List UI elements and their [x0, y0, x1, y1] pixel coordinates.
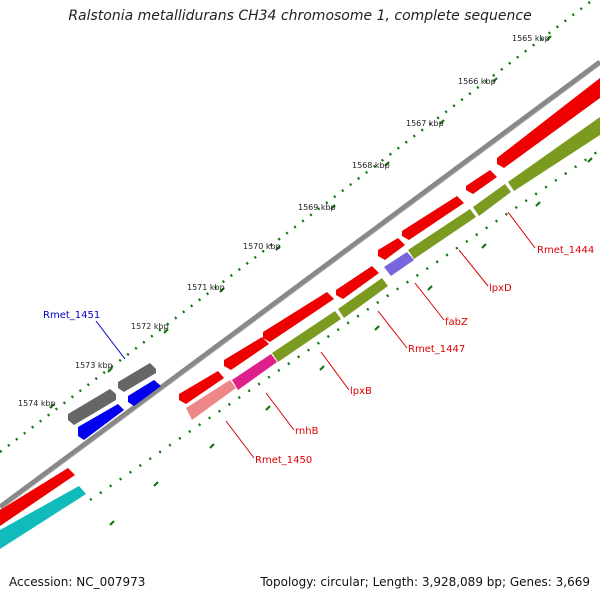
kbp-label: 1569 kbp: [298, 203, 336, 212]
callout-line-rmet1444: [507, 211, 536, 249]
ruler-tick: [546, 35, 552, 41]
callout-line-rmet1450: [225, 420, 255, 459]
cds-arrow[interactable]: [179, 371, 224, 404]
gene-label-lpxD[interactable]: lpxD: [489, 283, 512, 294]
kbp-label: 1566 kbp: [458, 77, 496, 86]
gene-callout-lines: [225, 211, 536, 459]
accession-text: Accession: NC_007973: [9, 575, 146, 589]
cds-olive-right[interactable]: [508, 117, 600, 191]
kbp-label: 1567 kbp: [406, 119, 444, 128]
gene-labels: Rmet_1444 lpxD fabZ Rmet_1447 lpxB rnhB …: [43, 245, 594, 466]
callout-line-lpxB: [320, 351, 350, 391]
gene-feature-gray[interactable]: [68, 389, 116, 425]
ruler-tick: [492, 77, 498, 83]
ruler-tick: [49, 403, 55, 409]
chromosome-backbone: [0, 59, 600, 510]
cds-arrow[interactable]: [466, 170, 497, 194]
cds-olive-rmet1447[interactable]: [338, 278, 388, 318]
kbp-ruler-ticks: [49, 35, 552, 409]
gene-label-rmet1444[interactable]: Rmet_1444: [537, 245, 594, 256]
cds-olive-lpxD[interactable]: [408, 209, 476, 259]
ruler-tick: [384, 161, 390, 167]
genome-stats-text: Topology: circular; Length: 3,928,089 bp…: [260, 575, 590, 589]
cds-purple-fabZ[interactable]: [384, 252, 414, 276]
cds-arrow[interactable]: [378, 238, 405, 260]
gene-label-rmet1450[interactable]: Rmet_1450: [255, 455, 312, 466]
kbp-label: 1573 kbp: [75, 361, 113, 370]
kbp-label: 1565 kbp: [512, 34, 550, 43]
cds-arrow[interactable]: [0, 468, 75, 526]
kbp-label: 1568 kbp: [352, 161, 390, 170]
cds-arrow[interactable]: [224, 337, 269, 370]
gene-label-rmet1447[interactable]: Rmet_1447: [408, 344, 465, 355]
inner-tick: [209, 443, 215, 449]
inner-tick: [319, 365, 325, 371]
cds-arrow[interactable]: [336, 266, 379, 299]
callout-line-rmet1447: [377, 310, 408, 349]
inner-tick: [481, 243, 487, 249]
inner-tick: [153, 481, 159, 487]
callout-line-rnhB: [265, 392, 295, 431]
gene-label-rmet1451[interactable]: Rmet_1451: [43, 310, 100, 321]
cds-arrow[interactable]: [402, 196, 464, 240]
gene-label-lpxB[interactable]: lpxB: [350, 386, 372, 397]
ruler-tick: [275, 245, 281, 251]
cds-arrow[interactable]: [497, 78, 600, 168]
gene-label-rnhB[interactable]: rnhB: [295, 426, 319, 437]
ruler-tick: [439, 119, 445, 125]
cds-row-forward: [0, 78, 600, 526]
inner-tick: [587, 157, 593, 163]
inner-tick: [109, 520, 115, 526]
inner-tick: [535, 201, 541, 207]
kbp-label: 1574 kbp: [18, 399, 56, 408]
gene-label-fabZ[interactable]: fabZ: [445, 317, 468, 328]
map-title: Ralstonia metallidurans CH34 chromosome …: [68, 8, 532, 24]
inner-tick: [374, 325, 380, 331]
gene-feature-blue[interactable]: [128, 380, 161, 406]
cds-pink-rnhB[interactable]: [232, 354, 277, 390]
kbp-label: 1570 kbp: [243, 242, 281, 251]
chromosome-backbone-inner: [0, 64, 600, 511]
ruler-tick: [163, 328, 169, 334]
gene-feature-blue[interactable]: [78, 404, 124, 440]
cds-salmon-rmet1450[interactable]: [186, 380, 236, 420]
inner-tick: [265, 405, 271, 411]
cds-cyan[interactable]: [0, 486, 86, 549]
cds-olive-rmet1444[interactable]: [473, 184, 511, 216]
cds-olive-lpxB[interactable]: [272, 311, 341, 362]
cds-arrow[interactable]: [263, 292, 334, 342]
kbp-label: 1571 kbp: [187, 283, 225, 292]
callout-line-lpxD: [458, 249, 489, 287]
kbp-labels: 1565 kbp 1566 kbp 1567 kbp 1568 kbp 1569…: [18, 34, 550, 408]
callout-line-fabZ: [414, 282, 445, 321]
ruler-tick: [219, 287, 225, 293]
callout-line-rmet1451: [95, 320, 126, 360]
ruler-tick: [107, 367, 113, 373]
gene-feature-gray[interactable]: [118, 363, 156, 392]
kbp-ruler-dotted-line: [0, 1, 591, 453]
ruler-tick: [330, 204, 336, 210]
kbp-label: 1572 kbp: [131, 322, 169, 331]
inner-tick: [427, 285, 433, 291]
inner-ring-ticks: [109, 157, 593, 526]
